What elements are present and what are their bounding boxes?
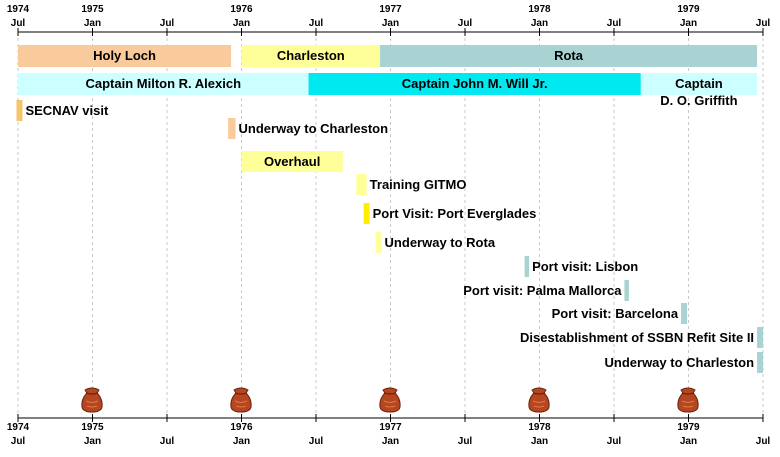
period-bar [18, 45, 232, 67]
event-bar-label: SECNAV visit [25, 103, 109, 118]
x-tick-label: Jul [755, 436, 771, 447]
bag-icon [230, 387, 252, 413]
x-tick-label: 1977 Jan [379, 422, 402, 447]
period-bar-label: Holy Loch [93, 48, 156, 63]
x-tick-label: 1975 Jan [81, 422, 104, 447]
event-bar [757, 352, 763, 373]
event-bar-label: Port visit: Lisbon [532, 259, 639, 274]
x-tick-label: Jul [457, 436, 473, 447]
bag-icon [528, 387, 550, 413]
event-bar [363, 203, 370, 224]
event-bar-label: Port visit: Palma Mallorca [463, 283, 622, 298]
event-bar-label: Port Visit: Port Everglades [372, 206, 537, 221]
event-bar [375, 232, 382, 253]
x-tick-label: Jul [755, 18, 771, 29]
event-bar [524, 256, 530, 277]
period-bar [640, 73, 758, 95]
x-tick-label: Jul [308, 18, 324, 29]
x-tick-label: Jul [159, 18, 175, 29]
x-tick-label: 1977 Jan [379, 4, 402, 29]
event-bar [356, 174, 367, 195]
event-bar [624, 280, 629, 301]
x-tick-label: 1974 Jul [6, 422, 30, 447]
x-tick-label: 1979 Jan [677, 422, 700, 447]
period-bar-label: Captain John M. Will Jr. [401, 76, 548, 91]
x-tick-label: Jul [159, 436, 175, 447]
bag-icon [379, 387, 401, 413]
x-tick-label: 1976 Jan [230, 4, 253, 29]
event-bar-label: Training GITMO [369, 177, 467, 192]
x-tick-label: 1975 Jan [81, 4, 104, 29]
event-bar [681, 303, 688, 324]
period-bar [308, 73, 641, 95]
period-bar [241, 45, 381, 67]
bag-icon [81, 387, 103, 413]
event-bar-label: Underway to Charleston [238, 121, 389, 136]
event-bar [241, 151, 343, 172]
x-tick-label: 1978 Jan [528, 4, 551, 29]
x-tick-label: 1976 Jan [230, 422, 253, 447]
event-bar [757, 327, 763, 348]
event-bar-label: Underway to Rota [384, 235, 496, 250]
x-tick-label: Jul [308, 436, 324, 447]
event-bar [16, 100, 23, 121]
event-bar-label: Overhaul [263, 154, 321, 169]
x-tick-label: 1979 Jan [677, 4, 700, 29]
x-tick-label: Jul [606, 18, 622, 29]
period-bar-label: Rota [554, 48, 583, 63]
period-bar [18, 73, 309, 95]
x-tick-label: 1974 Jul [6, 4, 30, 29]
period-bar [380, 45, 758, 67]
event-bar-label: Disestablishment of SSBN Refit Site II [520, 330, 755, 345]
x-tick-label: 1978 Jan [528, 422, 551, 447]
period-bar-label: Captain Milton R. Alexich [85, 76, 242, 91]
event-bar [228, 118, 236, 139]
period-bar-label: Charleston [276, 48, 345, 63]
period-bar-label: Captain D. O. Griffith [660, 76, 738, 108]
event-bar-label: Port visit: Barcelona [551, 306, 679, 321]
event-bar-label: Underway to Charleston [604, 355, 755, 370]
x-tick-label: Jul [457, 18, 473, 29]
x-tick-label: Jul [606, 436, 622, 447]
bag-icon [677, 387, 699, 413]
